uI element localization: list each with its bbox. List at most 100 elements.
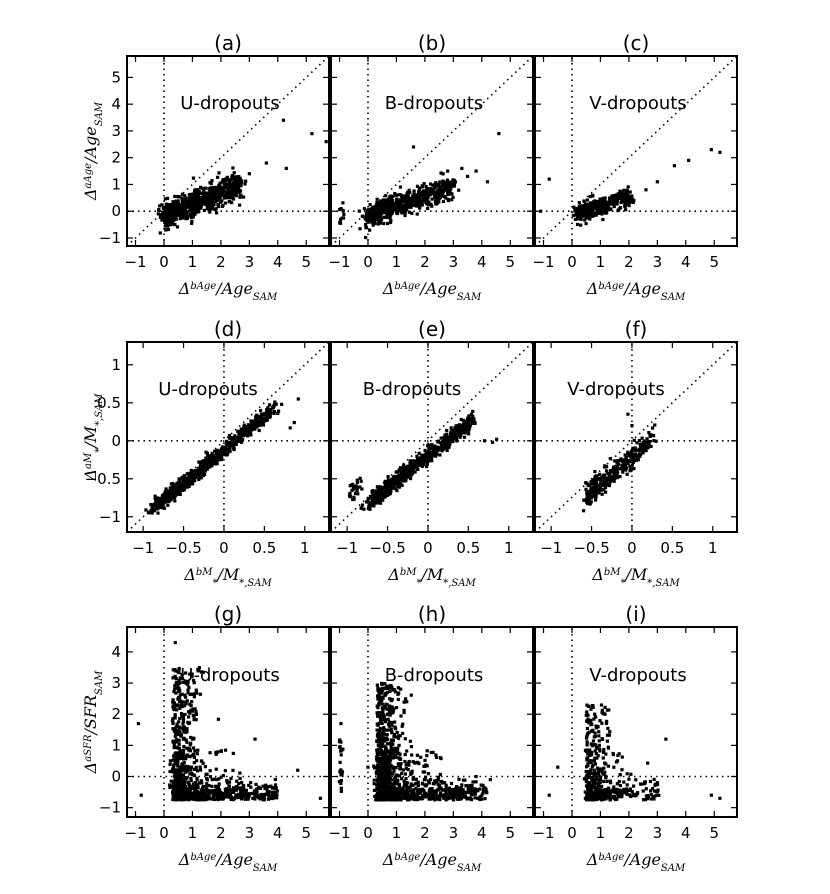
data-point — [180, 482, 185, 486]
data-point — [184, 671, 188, 675]
data-point — [450, 192, 454, 196]
data-point — [594, 498, 598, 502]
x-tick-label: 0 — [423, 539, 433, 557]
data-point — [585, 493, 590, 498]
data-point — [375, 197, 379, 201]
data-point — [437, 447, 441, 451]
data-point — [427, 448, 431, 452]
data-point — [235, 184, 240, 188]
data-point — [428, 182, 433, 186]
data-point — [219, 794, 223, 798]
data-point — [182, 730, 186, 734]
data-point — [362, 507, 366, 511]
data-point — [652, 439, 656, 443]
data-point — [206, 465, 210, 469]
data-point — [239, 181, 244, 185]
x-tick-label: 2 — [216, 253, 226, 271]
data-point — [191, 471, 195, 475]
data-point — [418, 193, 423, 197]
data-point — [261, 784, 265, 788]
data-point — [587, 483, 591, 487]
x-tick-label: −1 — [132, 539, 154, 557]
data-point — [257, 428, 261, 433]
data-point — [261, 421, 265, 425]
data-point — [259, 414, 264, 418]
data-point — [168, 205, 173, 210]
data-point — [171, 208, 175, 212]
panel-frame — [330, 55, 534, 247]
data-point — [575, 222, 580, 227]
data-point — [189, 741, 193, 745]
data-point — [182, 209, 186, 213]
data-point — [178, 776, 182, 780]
data-point — [198, 768, 203, 772]
data-point — [199, 198, 203, 202]
y-tick-label: 3 — [111, 122, 121, 140]
data-point — [191, 192, 195, 196]
data-point — [188, 482, 192, 486]
data-point — [162, 498, 167, 502]
data-point — [622, 188, 626, 192]
panel-sample-label: U-dropouts — [180, 665, 279, 686]
data-point — [264, 792, 268, 796]
data-point — [608, 456, 612, 461]
data-point — [195, 776, 199, 780]
data-point — [160, 203, 164, 207]
data-point — [391, 194, 395, 199]
data-point — [598, 197, 602, 201]
data-point — [177, 678, 181, 683]
data-point — [441, 179, 445, 183]
data-point — [430, 197, 434, 201]
data-point — [221, 447, 225, 451]
data-point — [411, 145, 416, 149]
data-point — [644, 447, 648, 451]
data-point — [402, 463, 406, 467]
data-point — [416, 467, 420, 472]
data-point — [170, 489, 175, 494]
panel-title: (d) — [214, 317, 242, 341]
data-point — [222, 185, 227, 189]
data-point — [384, 482, 388, 486]
data-point — [168, 497, 172, 501]
data-point — [635, 441, 639, 445]
data-point — [194, 688, 198, 692]
data-point — [175, 211, 179, 215]
data-point — [433, 195, 437, 199]
data-point — [249, 791, 253, 796]
data-point — [618, 474, 622, 479]
data-point — [389, 219, 393, 223]
data-point — [408, 459, 412, 463]
data-point — [273, 783, 278, 787]
data-point — [191, 782, 196, 786]
data-point — [623, 205, 627, 209]
data-point — [377, 201, 381, 205]
data-point — [188, 747, 192, 751]
data-point — [186, 472, 191, 476]
data-point — [216, 450, 221, 454]
data-point — [167, 494, 171, 498]
data-point — [191, 707, 195, 711]
data-point — [159, 498, 163, 502]
data-point — [196, 466, 200, 470]
data-point — [426, 203, 431, 207]
data-point — [177, 477, 181, 481]
data-point — [182, 728, 186, 732]
data-point — [176, 697, 180, 701]
data-point — [607, 472, 611, 476]
data-point — [415, 212, 419, 216]
data-point — [238, 430, 242, 434]
data-point — [371, 220, 375, 224]
data-point — [197, 791, 201, 795]
data-point — [409, 467, 413, 471]
data-point — [192, 736, 196, 740]
data-point — [171, 676, 175, 680]
data-point — [189, 708, 193, 712]
data-point — [428, 456, 432, 461]
data-point — [429, 446, 433, 451]
data-point — [636, 448, 640, 452]
data-point — [405, 203, 409, 207]
data-point — [239, 439, 243, 443]
y-tick-label: 2 — [111, 705, 121, 723]
data-point — [179, 785, 183, 789]
data-point — [603, 490, 608, 494]
